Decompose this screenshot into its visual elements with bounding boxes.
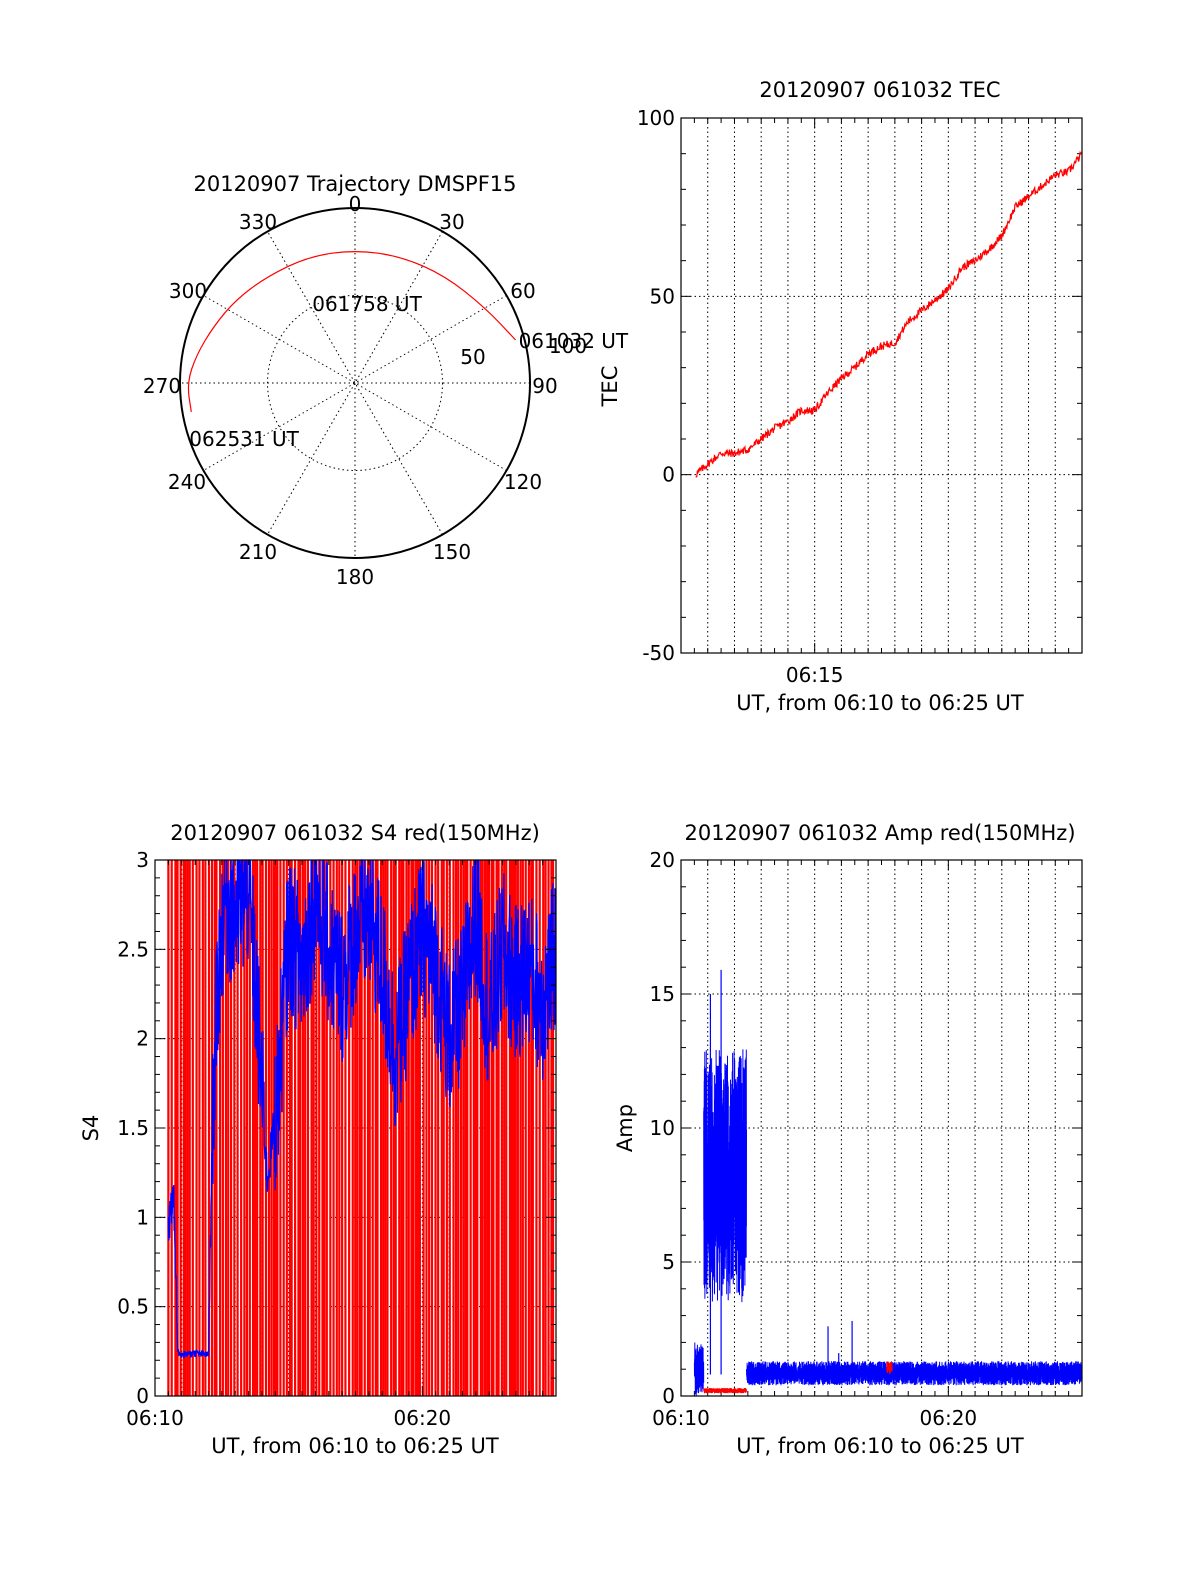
amp-blue-segment [693, 1342, 705, 1396]
trajectory-annotation: 062531 UT [189, 427, 299, 451]
s4-y-tick-labels: 0 0.5 1 1.5 2 2.5 3 [117, 848, 149, 1408]
polar-azimuth-label: 330 [239, 210, 277, 234]
s4-y-tick-label: 3 [136, 848, 149, 872]
s4-x-axis-label: UT, from 06:10 to 06:25 UT [211, 1434, 499, 1458]
tec-y-axis-label: TEC [598, 366, 622, 408]
amp-y-tick-label: 0 [662, 1384, 675, 1408]
tec-y-tick-label: 0 [662, 463, 675, 487]
amp-x-axis-label: UT, from 06:10 to 06:25 UT [736, 1434, 1024, 1458]
polar-azimuth-label: 180 [336, 565, 374, 589]
s4-minor-ticks [154, 859, 557, 1397]
s4-y-tick-label: 0 [136, 1384, 149, 1408]
amp-y-tick-label: 5 [662, 1250, 675, 1274]
tec-minor-ticks [680, 117, 1083, 654]
trajectory-polar-plot: 20120907 Trajectory DMSPF15 0 30 60 90 120 15… [143, 172, 629, 589]
polar-inner-circle [267, 295, 443, 471]
s4-y-axis-label: S4 [79, 1115, 103, 1142]
amp-title: 20120907 061032 Amp red(150MHz) [684, 821, 1075, 845]
amp-axes-frame [680, 859, 1083, 1397]
polar-azimuth-label: 210 [239, 540, 277, 564]
polar-azimuth-label: 120 [504, 470, 542, 494]
tec-x-tick-label: 06:15 [786, 663, 844, 687]
s4-x-tick-labels: 06:10 06:20 [126, 1406, 451, 1430]
polar-azimuth-label: 30 [439, 210, 464, 234]
tec-y-tick-label: -50 [642, 641, 675, 665]
tec-plot: 20120907 061032 TEC -50 0 50 100 06:15 UT, … [598, 78, 1083, 715]
trajectory-annotation: 061032 UT [519, 329, 629, 353]
polar-azimuth-label: 150 [433, 540, 471, 564]
s4-blue-series-line [167, 859, 557, 1359]
amp-grid [681, 860, 1082, 1396]
trajectory-annotations: 061032 UT 061758 UT 062531 UT [189, 292, 629, 451]
tec-title: 20120907 061032 TEC [759, 78, 1000, 102]
s4-x-tick-label: 06:20 [394, 1406, 452, 1430]
amp-series [693, 969, 1083, 1396]
tec-x-tick-labels: 06:15 [786, 663, 844, 687]
s4-y-tick-label: 2 [136, 1027, 149, 1051]
trajectory-annotation: 061758 UT [312, 292, 422, 316]
s4-y-tick-label: 0.5 [117, 1295, 149, 1319]
trajectory-title: 20120907 Trajectory DMSPF15 [193, 172, 516, 196]
amp-y-tick-label: 15 [650, 982, 675, 1006]
polar-azimuth-label: 0 [349, 192, 362, 216]
amp-x-tick-label: 06:20 [920, 1406, 978, 1430]
polar-azimuth-label: 270 [143, 374, 181, 398]
amp-red-segment [886, 1361, 893, 1375]
polar-radial-labels: 50 100 [460, 334, 587, 369]
s4-y-tick-label: 2.5 [117, 937, 149, 961]
s4-title: 20120907 061032 S4 red(150MHz) [170, 821, 540, 845]
amp-y-tick-label: 10 [650, 1116, 675, 1140]
s4-y-tick-label: 1 [136, 1205, 149, 1229]
amp-x-tick-labels: 06:10 06:20 [652, 1406, 977, 1430]
trajectory-track-line [187, 251, 517, 412]
polar-radial-label: 50 [460, 345, 485, 369]
amp-plot: 20120907 061032 Amp red(150MHz) 0 5 10 15 20… [613, 821, 1083, 1458]
s4-y-tick-label: 1.5 [117, 1116, 149, 1140]
tec-y-tick-labels: -50 0 50 100 [637, 106, 675, 665]
amp-y-tick-labels: 0 5 10 15 20 [650, 848, 675, 1408]
polar-azimuth-label: 240 [168, 470, 206, 494]
tec-y-tick-label: 50 [650, 284, 675, 308]
tec-series-line [695, 150, 1083, 478]
tec-x-axis-label: UT, from 06:10 to 06:25 UT [736, 691, 1024, 715]
polar-grid [179, 207, 531, 559]
polar-azimuth-label: 300 [169, 279, 207, 303]
amp-x-tick-label: 06:10 [652, 1406, 710, 1430]
s4-plot: 20120907 061032 S4 red(150MHz) 0 0.5 1 1.5 2… [79, 821, 557, 1458]
amp-red-segment [703, 1387, 747, 1394]
amp-y-tick-label: 20 [650, 848, 675, 872]
polar-azimuth-label: 60 [510, 279, 535, 303]
polar-radial-label: 100 [549, 334, 587, 358]
polar-azimuth-label: 90 [532, 374, 557, 398]
s4-x-tick-label: 06:10 [126, 1406, 184, 1430]
amp-blue-segment [746, 1361, 1083, 1386]
amp-y-axis-label: Amp [613, 1104, 637, 1152]
tec-axes-frame [680, 117, 1083, 654]
polar-azimuth-labels: 0 30 60 90 120 150 180 210 240 270 300 330 [143, 192, 558, 589]
tec-grid [681, 118, 1082, 653]
tec-y-tick-label: 100 [637, 106, 675, 130]
